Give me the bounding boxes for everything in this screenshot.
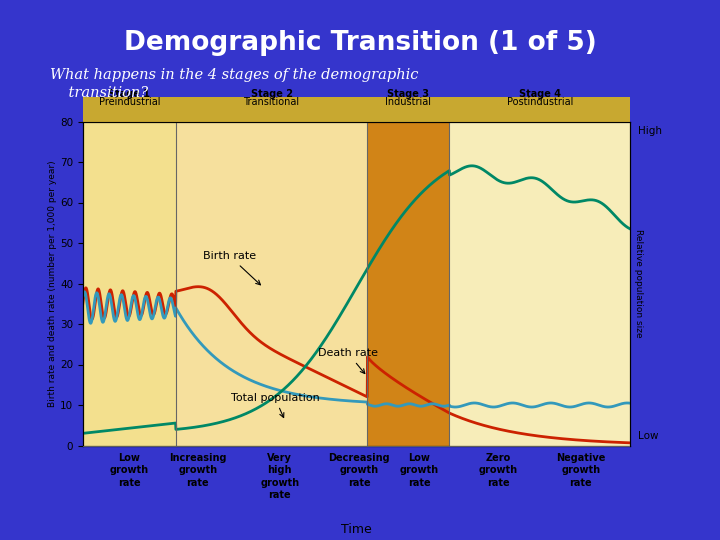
- Text: Stage 3: Stage 3: [387, 89, 429, 99]
- Text: High: High: [638, 126, 662, 136]
- Y-axis label: Birth rate and death rate (number per 1,000 per year): Birth rate and death rate (number per 1,…: [48, 160, 57, 407]
- Text: Decreasing
growth
rate: Decreasing growth rate: [328, 453, 390, 488]
- FancyBboxPatch shape: [83, 97, 630, 122]
- Text: Total population: Total population: [230, 393, 319, 417]
- Text: Zero
growth
rate: Zero growth rate: [479, 453, 518, 488]
- Text: Low
growth
rate: Low growth rate: [109, 453, 149, 488]
- Text: Very
high
growth
rate: Very high growth rate: [260, 453, 300, 500]
- Text: Increasing
growth
rate: Increasing growth rate: [169, 453, 227, 488]
- Text: What happens in the 4 stages of the demographic
    transition?: What happens in the 4 stages of the demo…: [50, 68, 419, 100]
- Bar: [449, 122, 630, 446]
- Bar: [83, 122, 176, 446]
- Text: Stage 4: Stage 4: [518, 89, 561, 99]
- Text: Low: Low: [638, 431, 659, 442]
- Text: Transitional: Transitional: [243, 97, 300, 107]
- Text: Birth rate: Birth rate: [203, 251, 261, 285]
- Text: Negative
growth
rate: Negative growth rate: [556, 453, 606, 488]
- Y-axis label: Relative population size: Relative population size: [634, 229, 643, 338]
- Text: Industrial: Industrial: [385, 97, 431, 107]
- Text: Postindustrial: Postindustrial: [507, 97, 573, 107]
- Text: Demographic Transition (1 of 5): Demographic Transition (1 of 5): [124, 30, 596, 56]
- Bar: [367, 122, 449, 446]
- Text: Death rate: Death rate: [318, 348, 378, 374]
- Text: Stage 1: Stage 1: [108, 89, 150, 99]
- Text: Preindustrial: Preindustrial: [99, 97, 160, 107]
- Text: Stage 2: Stage 2: [251, 89, 292, 99]
- Text: Low
growth
rate: Low growth rate: [400, 453, 439, 488]
- Text: Time: Time: [341, 523, 372, 536]
- Bar: [176, 122, 367, 446]
